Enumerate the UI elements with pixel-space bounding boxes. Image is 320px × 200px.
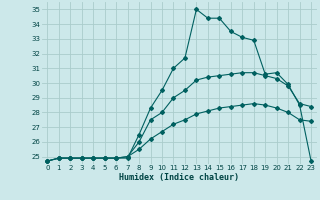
X-axis label: Humidex (Indice chaleur): Humidex (Indice chaleur) (119, 173, 239, 182)
